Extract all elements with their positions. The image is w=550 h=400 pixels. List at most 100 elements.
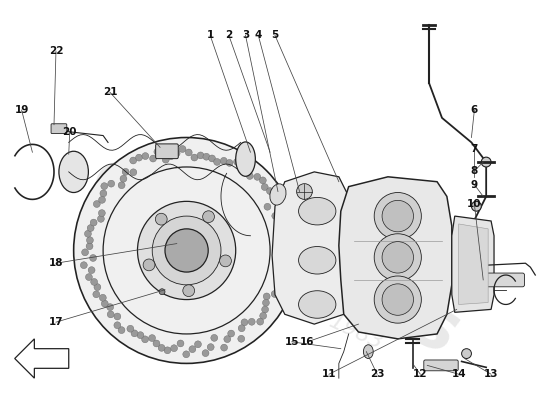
Circle shape — [131, 330, 138, 337]
Text: 10: 10 — [467, 199, 482, 209]
Text: 13: 13 — [484, 369, 498, 379]
Circle shape — [275, 255, 282, 262]
Circle shape — [262, 306, 268, 313]
Circle shape — [120, 175, 127, 182]
Text: 14: 14 — [452, 369, 466, 379]
Circle shape — [165, 229, 208, 272]
Circle shape — [81, 249, 89, 256]
Text: 4: 4 — [255, 30, 262, 40]
Text: 12: 12 — [413, 369, 427, 379]
Circle shape — [159, 289, 165, 295]
Text: euroParts: euroParts — [81, 140, 469, 370]
Polygon shape — [452, 216, 494, 312]
Circle shape — [284, 262, 291, 269]
Circle shape — [261, 184, 268, 190]
Circle shape — [280, 274, 288, 281]
Circle shape — [158, 344, 165, 351]
Text: 8: 8 — [471, 166, 478, 176]
Circle shape — [153, 340, 160, 347]
Circle shape — [278, 268, 285, 274]
Circle shape — [90, 219, 97, 226]
Circle shape — [382, 284, 414, 315]
Circle shape — [211, 334, 218, 341]
Polygon shape — [272, 172, 354, 324]
Polygon shape — [15, 339, 69, 378]
Text: 7: 7 — [471, 144, 478, 154]
Circle shape — [374, 234, 421, 281]
Circle shape — [179, 146, 186, 152]
Circle shape — [100, 190, 107, 197]
Circle shape — [274, 285, 281, 292]
Circle shape — [260, 312, 267, 319]
FancyBboxPatch shape — [424, 360, 458, 371]
Circle shape — [170, 345, 178, 352]
Circle shape — [283, 241, 290, 248]
Circle shape — [277, 217, 283, 224]
Text: 9: 9 — [471, 180, 478, 190]
Text: 1: 1 — [207, 30, 214, 40]
Text: 3: 3 — [242, 30, 249, 40]
Circle shape — [114, 313, 121, 320]
Circle shape — [164, 347, 171, 354]
Ellipse shape — [59, 151, 89, 192]
Circle shape — [224, 336, 231, 342]
Circle shape — [481, 157, 491, 167]
Circle shape — [86, 243, 93, 250]
Circle shape — [197, 152, 204, 159]
Text: 21: 21 — [103, 87, 117, 97]
Circle shape — [254, 174, 261, 180]
Text: 23: 23 — [370, 369, 384, 379]
Circle shape — [114, 322, 121, 329]
Circle shape — [137, 332, 144, 338]
Circle shape — [185, 149, 192, 156]
Circle shape — [108, 180, 114, 187]
Circle shape — [202, 211, 215, 222]
Ellipse shape — [299, 246, 336, 274]
Text: 18: 18 — [49, 258, 63, 268]
Circle shape — [143, 259, 155, 271]
Circle shape — [191, 154, 198, 161]
FancyBboxPatch shape — [156, 144, 178, 159]
Circle shape — [471, 201, 481, 211]
Circle shape — [118, 327, 125, 334]
Circle shape — [94, 200, 100, 208]
Circle shape — [94, 284, 101, 290]
Circle shape — [267, 188, 273, 194]
Circle shape — [257, 318, 263, 325]
Text: 19: 19 — [14, 105, 29, 115]
Text: 11: 11 — [322, 369, 336, 379]
Circle shape — [241, 319, 248, 326]
Circle shape — [260, 177, 266, 184]
Text: 22: 22 — [49, 46, 63, 56]
Circle shape — [183, 285, 195, 296]
Circle shape — [208, 155, 216, 162]
Ellipse shape — [299, 198, 336, 225]
Circle shape — [262, 299, 270, 306]
Circle shape — [154, 148, 161, 155]
Text: 6: 6 — [471, 105, 478, 115]
Circle shape — [238, 325, 245, 332]
Circle shape — [130, 157, 136, 164]
Circle shape — [238, 335, 245, 342]
FancyBboxPatch shape — [481, 273, 525, 287]
Circle shape — [101, 300, 108, 307]
Text: 17: 17 — [48, 317, 63, 327]
Circle shape — [100, 294, 106, 301]
Circle shape — [276, 236, 283, 242]
Circle shape — [272, 192, 278, 199]
Circle shape — [382, 242, 414, 273]
Circle shape — [90, 254, 96, 262]
Circle shape — [138, 201, 236, 300]
Text: 16: 16 — [300, 337, 315, 347]
Circle shape — [74, 138, 300, 364]
Circle shape — [97, 216, 104, 222]
Circle shape — [207, 344, 214, 350]
Circle shape — [101, 183, 108, 190]
Circle shape — [80, 262, 87, 269]
Circle shape — [91, 278, 97, 285]
Circle shape — [88, 267, 95, 274]
Ellipse shape — [270, 184, 286, 205]
Circle shape — [374, 192, 421, 240]
Circle shape — [242, 168, 249, 175]
Circle shape — [296, 184, 312, 199]
